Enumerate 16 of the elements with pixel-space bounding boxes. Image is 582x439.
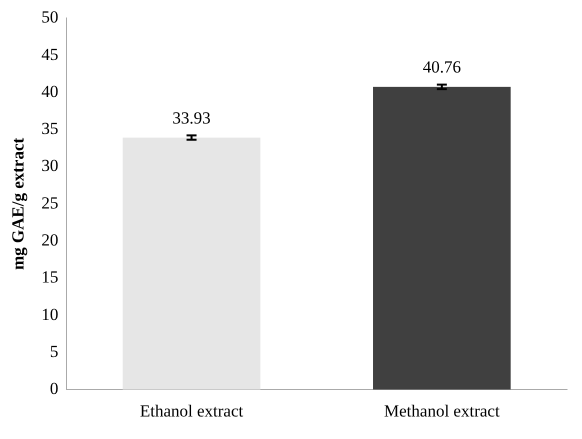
data-label: 40.76 — [422, 58, 461, 77]
data-label: 33.93 — [172, 108, 211, 128]
y-tick-label: 5 — [50, 342, 58, 361]
y-tick-label: 10 — [41, 304, 58, 324]
x-tick-label: Methanol extract — [384, 401, 500, 420]
y-tick-label: 20 — [41, 230, 58, 250]
y-tick-label: 35 — [41, 119, 58, 138]
y-axis-title: mg GAE/g extract — [8, 137, 28, 270]
y-tick-label: 0 — [50, 379, 58, 398]
y-tick-label: 30 — [41, 156, 58, 176]
y-tick-label: 45 — [41, 44, 58, 64]
y-tick-label: 15 — [41, 268, 58, 287]
y-tick-label: 25 — [41, 193, 58, 212]
y-tick-label: 40 — [41, 82, 58, 101]
y-tick-label: 50 — [41, 8, 58, 27]
x-tick-label: Ethanol extract — [140, 401, 244, 420]
